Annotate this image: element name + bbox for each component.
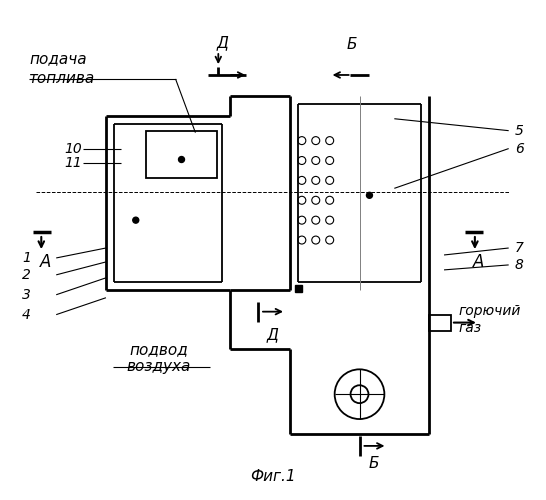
Text: Б: Б <box>346 37 357 52</box>
Bar <box>295 285 302 292</box>
Text: А: А <box>39 253 51 271</box>
Text: 11: 11 <box>64 156 82 170</box>
Text: 7: 7 <box>515 241 524 255</box>
Text: 8: 8 <box>515 258 524 272</box>
Text: 3: 3 <box>22 288 31 302</box>
Bar <box>146 130 217 178</box>
Text: подвод: подвод <box>129 342 188 357</box>
Text: горючий: горючий <box>459 304 521 318</box>
Text: 5: 5 <box>515 124 524 138</box>
Text: воздуха: воздуха <box>127 360 191 374</box>
Text: подача: подача <box>29 51 87 66</box>
Text: Д: Д <box>266 328 278 342</box>
Text: Фиг.1: Фиг.1 <box>250 468 296 483</box>
Circle shape <box>133 217 139 223</box>
Text: Б: Б <box>368 456 379 471</box>
Circle shape <box>179 156 185 162</box>
Circle shape <box>366 192 372 198</box>
Text: 2: 2 <box>22 268 31 282</box>
Text: А: А <box>473 253 484 271</box>
Text: Д: Д <box>216 35 228 50</box>
Bar <box>429 314 451 330</box>
Text: 10: 10 <box>64 142 82 156</box>
Text: топлива: топлива <box>29 71 96 86</box>
Text: 1: 1 <box>22 251 31 265</box>
Text: газ: газ <box>459 320 482 334</box>
Text: 6: 6 <box>515 142 524 156</box>
Text: 4: 4 <box>22 308 31 322</box>
